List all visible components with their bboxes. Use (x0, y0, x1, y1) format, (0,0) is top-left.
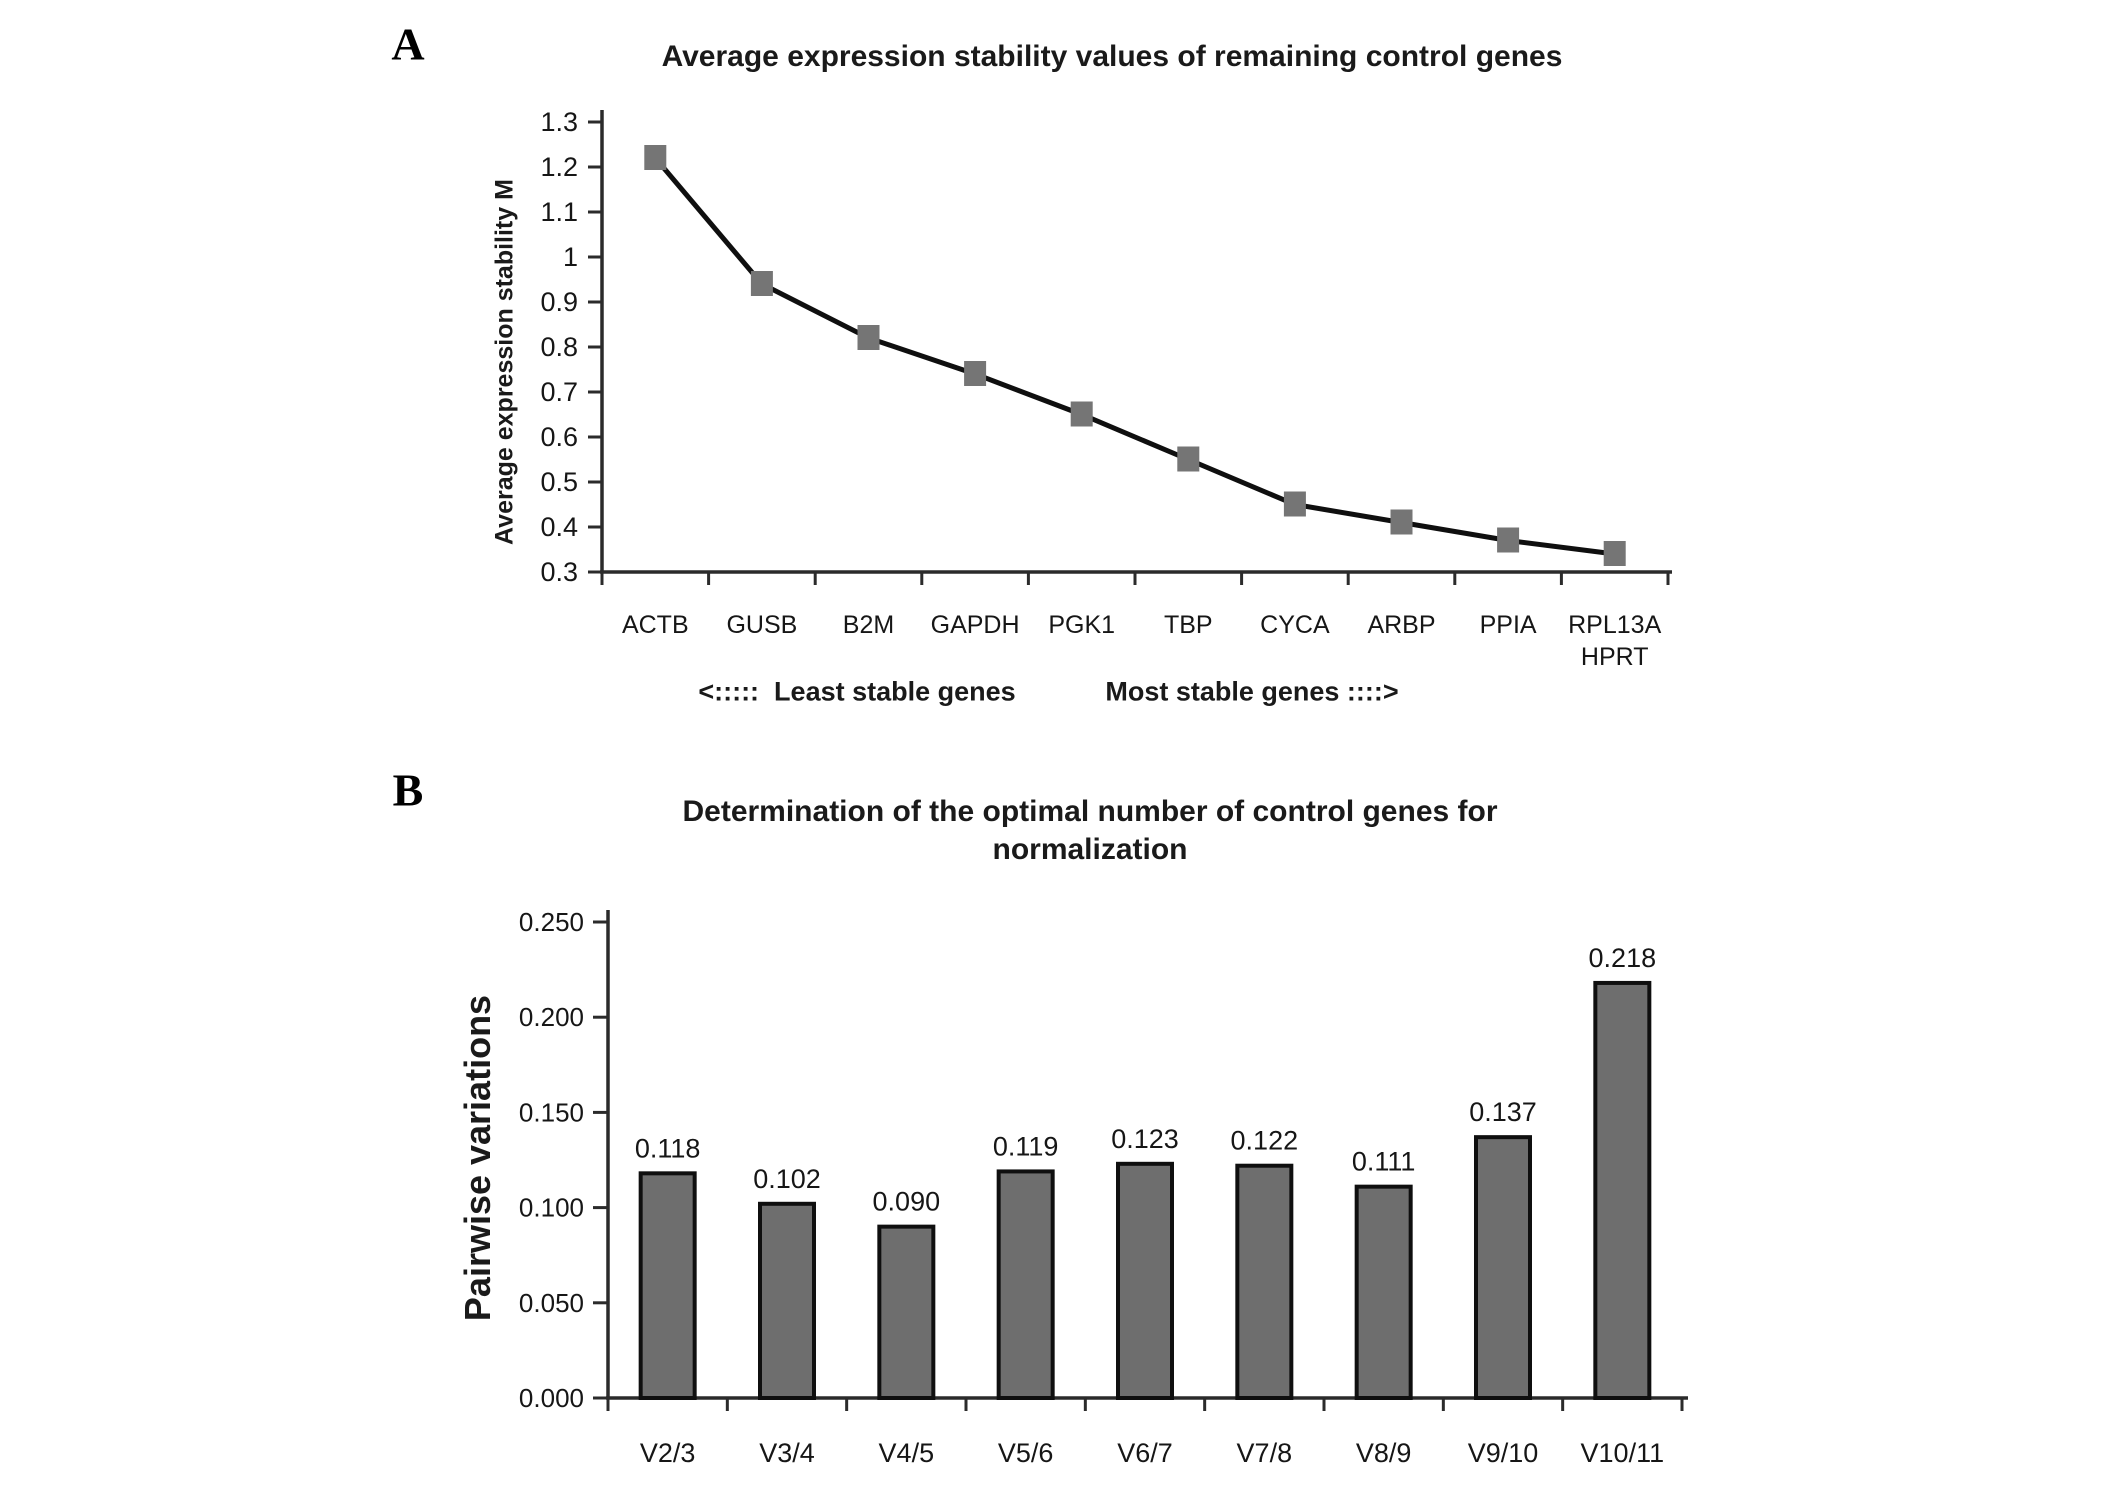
svg-text:0.118: 0.118 (635, 1133, 701, 1163)
pairwise-chart-x-labels: V2/3 V3/4 V4/5 V5/6 V6/7 V7/8 V8/9 V9/10 V10/11 (640, 1438, 1664, 1468)
svg-text:V3/4: V3/4 (759, 1438, 815, 1468)
panel-a-annotation-most-stable: Most stable genes ::::> (1105, 676, 1399, 707)
svg-text:0.122: 0.122 (1231, 1126, 1299, 1156)
stability-chart-markers (644, 145, 1626, 566)
panel-a-label: A (391, 18, 425, 70)
panel-b-title-line1: Determination of the optimal number of c… (682, 795, 1498, 828)
svg-text:0.102: 0.102 (753, 1164, 821, 1194)
svg-text:PPIA: PPIA (1480, 611, 1537, 639)
svg-text:0.150: 0.150 (519, 1097, 584, 1127)
svg-text:V2/3: V2/3 (640, 1438, 696, 1468)
svg-text:0.119: 0.119 (993, 1131, 1059, 1161)
svg-text:GUSB: GUSB (726, 611, 797, 639)
bar-V2/3 (638, 1171, 697, 1400)
svg-text:0.100: 0.100 (519, 1193, 584, 1223)
stability-chart-x-labels: ACTB GUSB B2M GAPDH PGK1 TBP CYCA ARBP PPIA RPL13… (622, 611, 1662, 671)
panel-b-title-line2: normalization (992, 833, 1188, 866)
svg-text:0.8: 0.8 (540, 332, 578, 362)
svg-text:0.200: 0.200 (519, 1002, 584, 1032)
svg-text:V6/7: V6/7 (1117, 1438, 1173, 1468)
svg-text:GAPDH: GAPDH (931, 611, 1020, 639)
svg-text:CYCA: CYCA (1260, 611, 1330, 639)
svg-text:0.090: 0.090 (873, 1187, 941, 1217)
svg-text:V5/6: V5/6 (998, 1438, 1054, 1468)
svg-text:0.050: 0.050 (519, 1288, 584, 1318)
svg-text:1.3: 1.3 (540, 107, 578, 137)
svg-text:0.000: 0.000 (519, 1383, 584, 1413)
svg-text:0.5: 0.5 (540, 467, 578, 497)
bar-V9/10 (1474, 1135, 1532, 1400)
bar-V10/11 (1593, 980, 1652, 1400)
pairwise-chart-bars (638, 980, 1652, 1401)
svg-text:0.123: 0.123 (1111, 1124, 1179, 1154)
svg-text:ACTB: ACTB (622, 611, 689, 639)
svg-text:HPRT: HPRT (1581, 643, 1649, 671)
panel-b-label: B (392, 764, 424, 816)
svg-text:V9/10: V9/10 (1468, 1438, 1539, 1468)
svg-text:0.6: 0.6 (540, 422, 578, 452)
bar-V7/8 (1235, 1163, 1294, 1401)
stability-chart-axes (600, 110, 1672, 585)
stability-chart-line (653, 156, 1616, 557)
svg-text:0.9: 0.9 (540, 287, 578, 317)
svg-text:0.4: 0.4 (540, 512, 578, 542)
svg-text:1.1: 1.1 (540, 197, 578, 227)
svg-text:0.250: 0.250 (519, 907, 584, 937)
panel-a-annotation-least-stable: <::::: Least stable genes (698, 676, 1016, 707)
svg-text:0.218: 0.218 (1589, 943, 1657, 973)
svg-text:B2M: B2M (843, 611, 894, 639)
bar-V4/5 (877, 1224, 936, 1401)
svg-text:1.2: 1.2 (540, 152, 578, 182)
pairwise-chart-y-ticks: 0.000 0.050 0.100 0.150 0.200 0.250 (519, 907, 608, 1413)
svg-text:1: 1 (563, 242, 578, 272)
svg-text:ARBP: ARBP (1367, 611, 1435, 639)
bar-V3/4 (758, 1201, 816, 1400)
svg-text:V10/11: V10/11 (1581, 1438, 1665, 1468)
bar-V5/6 (996, 1169, 1055, 1400)
pairwise-chart-value-labels: 0.118 0.102 0.090 0.119 0.123 0.122 0.111 0.137… (635, 943, 1656, 1217)
bar-V6/7 (1116, 1161, 1174, 1400)
svg-text:0.137: 0.137 (1469, 1097, 1537, 1127)
svg-text:PGK1: PGK1 (1048, 611, 1115, 639)
svg-text:0.111: 0.111 (1352, 1147, 1416, 1177)
svg-text:RPL13A: RPL13A (1568, 611, 1661, 639)
stability-chart-y-ticks: 1.3 1.2 1.1 1 0.9 0.8 0.7 0.6 0.5 0.4 0.3 (540, 107, 602, 587)
panel-a-title: Average expression stability values of r… (661, 40, 1563, 73)
svg-text:0.3: 0.3 (540, 557, 578, 587)
svg-text:V4/5: V4/5 (879, 1438, 935, 1468)
svg-text:V8/9: V8/9 (1356, 1438, 1412, 1468)
svg-text:TBP: TBP (1164, 611, 1213, 639)
svg-text:0.7: 0.7 (540, 377, 578, 407)
svg-text:V7/8: V7/8 (1237, 1438, 1293, 1468)
bar-V8/9 (1354, 1184, 1413, 1400)
